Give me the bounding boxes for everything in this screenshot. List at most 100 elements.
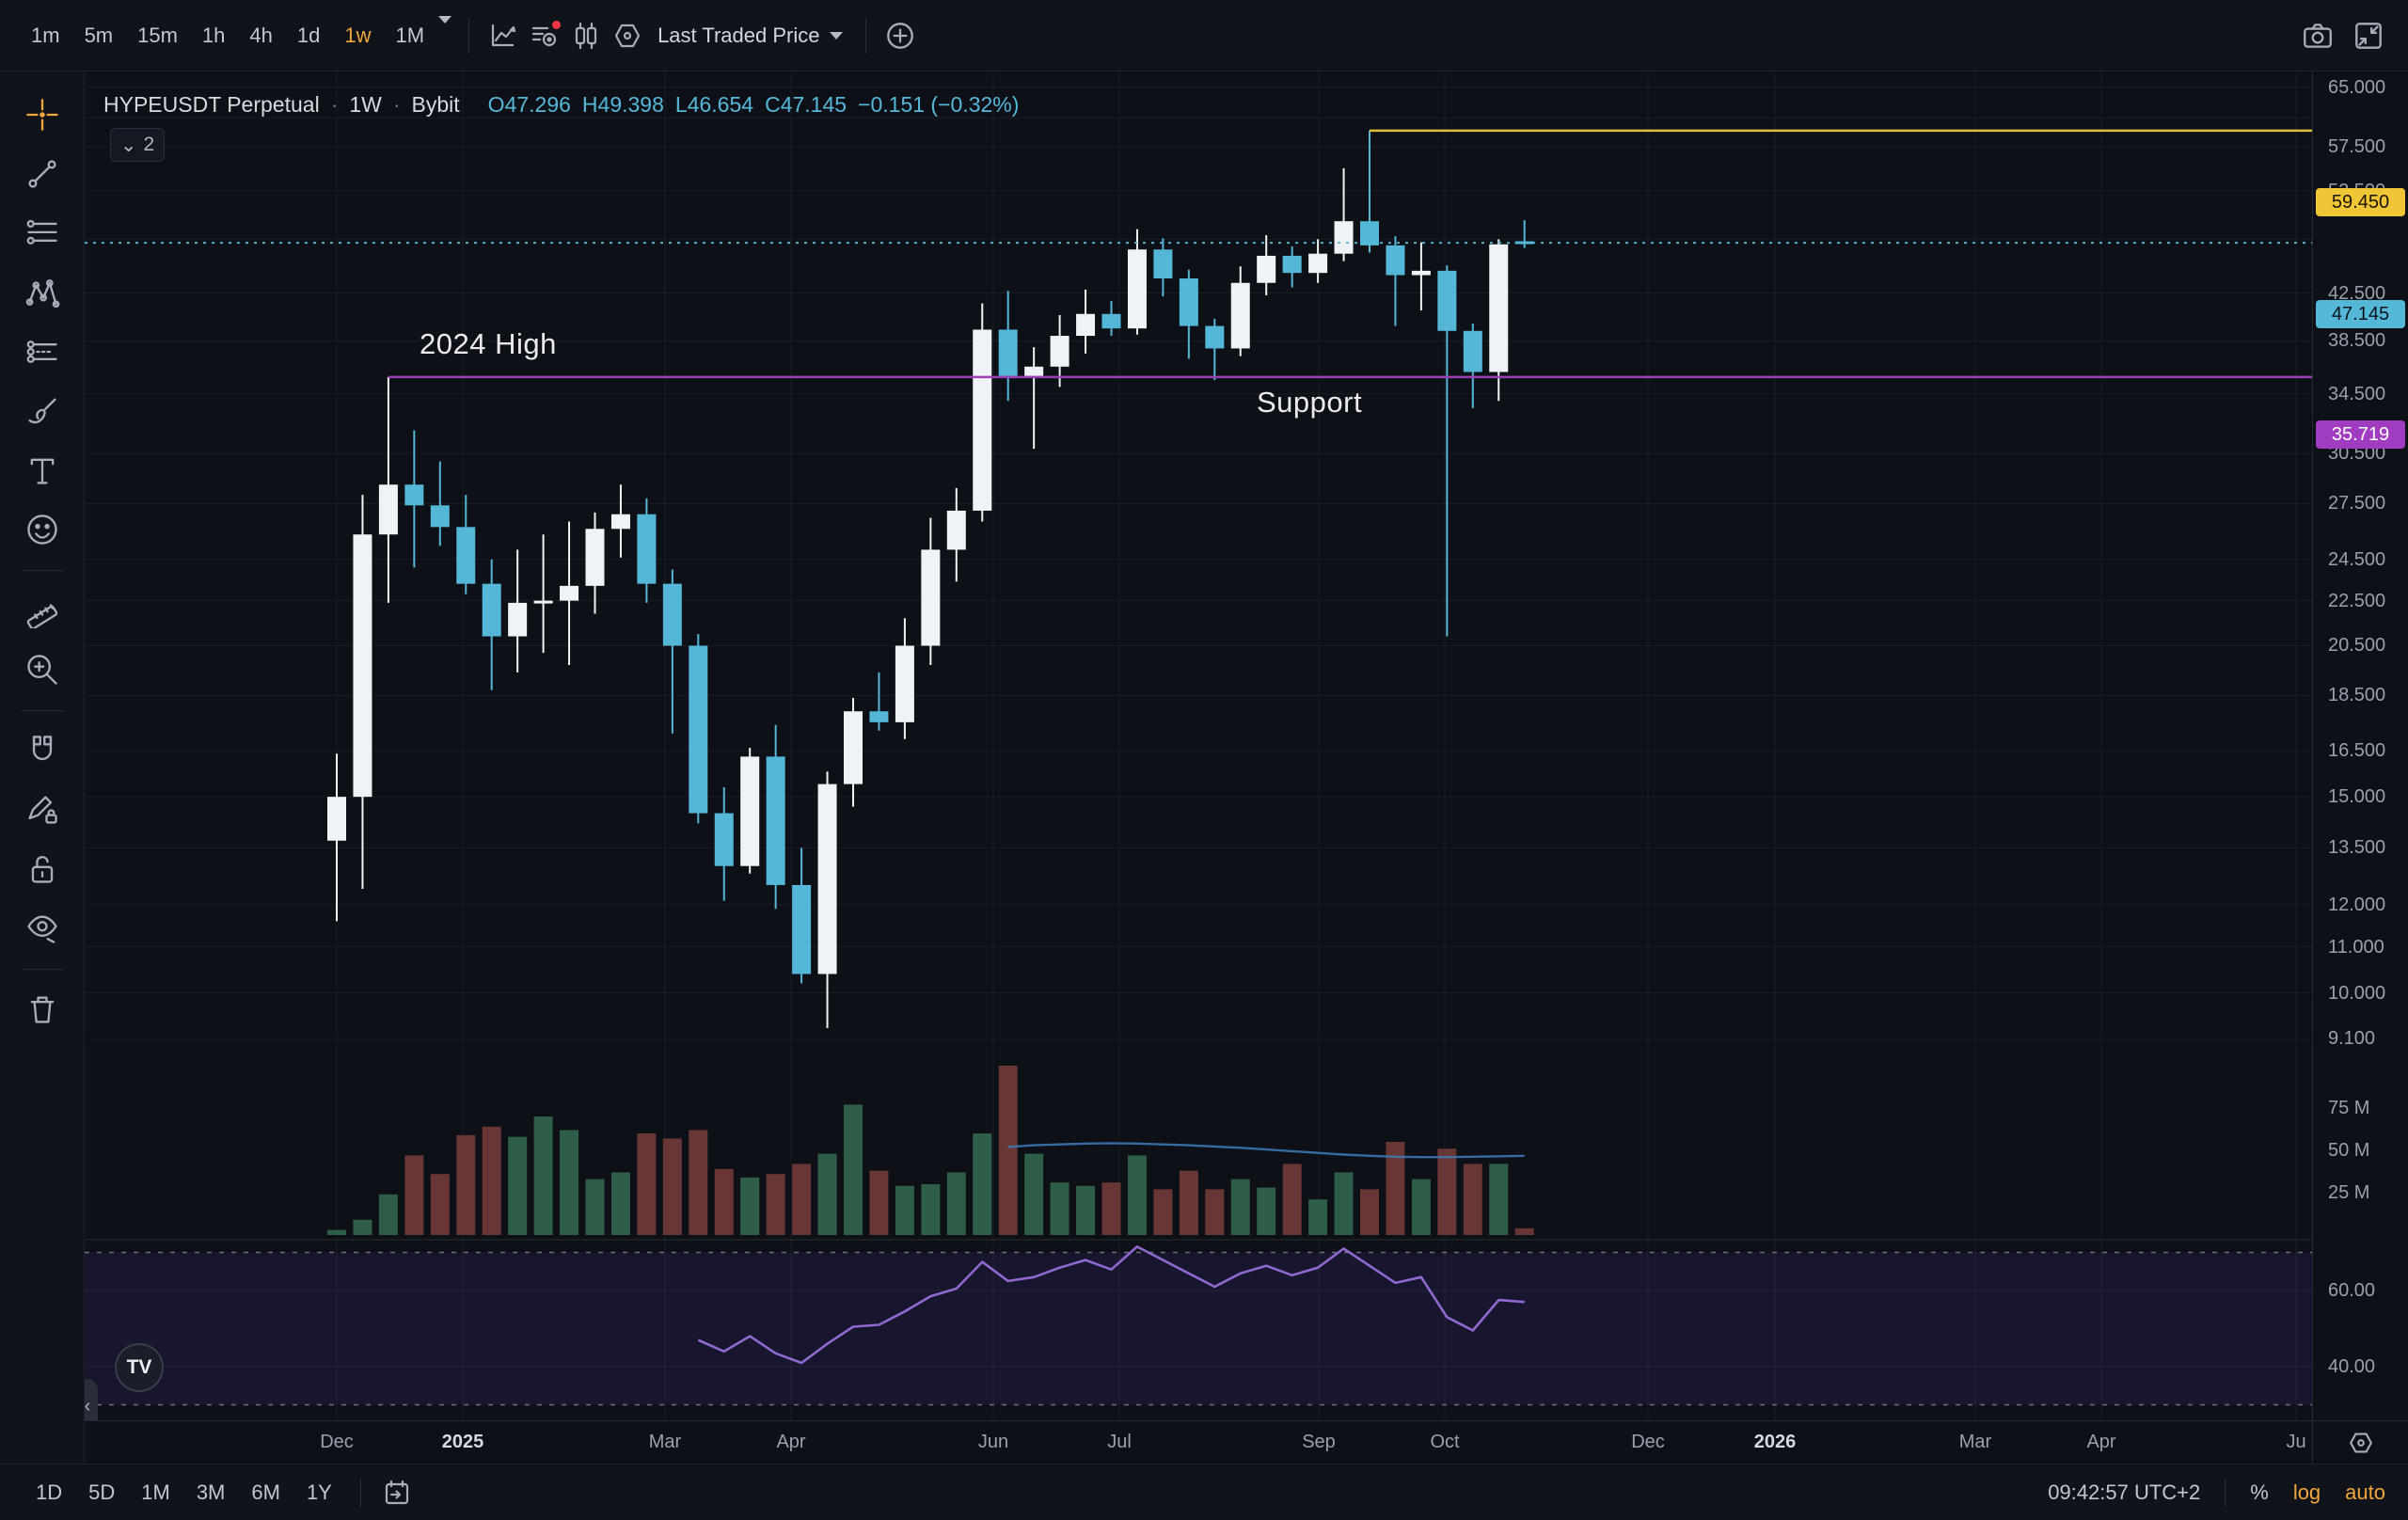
range-button-1M[interactable]: 1M xyxy=(141,1480,170,1504)
volume-bar xyxy=(637,1133,657,1235)
range-button-6M[interactable]: 6M xyxy=(251,1480,280,1504)
volume-bar xyxy=(714,1168,734,1235)
candle-body xyxy=(404,484,424,506)
volume-bar xyxy=(456,1134,476,1235)
bottom-toolbar: 1D 5D 1M 3M 6M 1Y 09:42:57 UTC+2 % log auto xyxy=(0,1464,2408,1520)
price-axis-label: 38.500 xyxy=(2328,330,2386,352)
time-axis-label: Mar xyxy=(1958,1432,1992,1452)
timeframe-button-1w[interactable]: 1w xyxy=(344,23,372,47)
toolbar-divider xyxy=(359,1478,361,1507)
candle-body xyxy=(921,549,941,646)
timeframe-button-4h[interactable]: 4h xyxy=(249,23,273,47)
time-axis-label: Apr xyxy=(2086,1432,2116,1452)
timeframe-button-1h[interactable]: 1h xyxy=(201,23,226,47)
candle-body xyxy=(1179,278,1198,326)
candle-body xyxy=(689,645,708,814)
close-label: C xyxy=(765,92,781,117)
volume-bar xyxy=(560,1130,579,1235)
percent-scale-button[interactable]: % xyxy=(2250,1480,2269,1504)
timeframe-button-1m[interactable]: 1m xyxy=(31,23,60,47)
price-axis-label: 24.500 xyxy=(2328,548,2386,570)
magnet-tool[interactable] xyxy=(16,724,69,777)
candle-body xyxy=(637,514,657,584)
time-axis[interactable]: Dec 2025 Mar Apr Jun Jul Sep Oct Dec 2026 Mar Apr Ju xyxy=(85,1420,2312,1464)
go-to-date-icon[interactable] xyxy=(376,1472,418,1513)
crosshair-tool[interactable] xyxy=(16,88,69,141)
candle-body xyxy=(662,583,682,646)
log-scale-button[interactable]: log xyxy=(2292,1480,2321,1504)
range-button-1D[interactable]: 1D xyxy=(36,1480,63,1504)
volume-bar xyxy=(533,1116,553,1235)
price-axis-label: 11.000 xyxy=(2328,936,2384,958)
change-value: −0.151 (−0.32%) xyxy=(858,92,1020,117)
trend-line-tool[interactable] xyxy=(16,148,69,200)
range-button-5D[interactable]: 5D xyxy=(88,1480,116,1504)
indicator-icon[interactable] xyxy=(483,15,524,56)
remove-all-tool[interactable] xyxy=(16,983,69,1036)
price-axis[interactable]: 65.00057.50052.50042.50038.50034.50030.5… xyxy=(2312,71,2408,1420)
price-axis-label: 10.000 xyxy=(2328,982,2386,1004)
compare-plus-icon[interactable] xyxy=(879,15,921,56)
candle-body xyxy=(560,585,579,601)
range-button-3M[interactable]: 3M xyxy=(196,1480,226,1504)
minimize-icon[interactable] xyxy=(2348,15,2389,56)
projection-tool[interactable] xyxy=(16,325,69,378)
emoji-tool[interactable] xyxy=(16,503,69,556)
timeframe-button-1M[interactable]: 1M xyxy=(395,23,425,47)
volume-bar xyxy=(404,1155,424,1235)
brush-tool[interactable] xyxy=(16,385,69,437)
axis-settings-corner[interactable] xyxy=(2312,1420,2408,1464)
timeframe-button-5m[interactable]: 5m xyxy=(84,23,114,47)
camera-icon[interactable] xyxy=(2297,15,2338,56)
candle-body xyxy=(1024,366,1044,376)
time-axis-label: Mar xyxy=(648,1432,682,1452)
chart-canvas[interactable] xyxy=(85,71,2312,1420)
candle-body xyxy=(740,756,760,866)
zoom-in-tool[interactable] xyxy=(16,643,69,696)
timeframe-button-15m[interactable]: 15m xyxy=(137,23,178,47)
annotation-support[interactable]: Support xyxy=(1257,386,1363,419)
left-toolbar xyxy=(0,71,85,1464)
support-price-badge: 35.719 xyxy=(2316,420,2405,449)
xabcd-pattern-tool[interactable] xyxy=(16,266,69,319)
volume-bar xyxy=(1514,1227,1534,1235)
lock-all-tool[interactable] xyxy=(16,843,69,895)
indicator-collapse-button[interactable]: ⌄ 2 xyxy=(110,128,165,162)
object-tree-eye-icon[interactable] xyxy=(524,15,565,56)
draw-lock-tool[interactable] xyxy=(16,784,69,836)
chevron-down-icon: ⌄ xyxy=(119,134,137,156)
ruler-tool[interactable] xyxy=(16,584,69,637)
low-label: L xyxy=(674,92,688,117)
candle-body xyxy=(1334,221,1354,254)
candle-body xyxy=(585,529,605,586)
hide-all-tool[interactable] xyxy=(16,902,69,955)
price-axis-label: 13.500 xyxy=(2328,837,2386,859)
tradingview-logo[interactable]: TV xyxy=(115,1343,164,1392)
candle-body xyxy=(1411,270,1431,276)
open-value: 47.296 xyxy=(504,92,571,117)
candle-style-icon[interactable] xyxy=(565,15,607,56)
time-axis-label: Dec xyxy=(1631,1432,1665,1452)
toolbar-divider xyxy=(21,570,63,571)
price-axis-label: 12.000 xyxy=(2328,894,2386,915)
clock[interactable]: 09:42:57 UTC+2 xyxy=(2048,1480,2201,1504)
chart-legend[interactable]: HYPEUSDT Perpetual · 1W · Bybit O47.296 … xyxy=(103,92,1019,118)
settings-icon[interactable] xyxy=(607,15,648,56)
price-axis-label: 18.500 xyxy=(2328,685,2386,706)
volume-bar xyxy=(1076,1185,1096,1235)
volume-bar xyxy=(1437,1148,1457,1235)
text-tool[interactable] xyxy=(16,444,69,497)
annotation-2024-high[interactable]: 2024 High xyxy=(420,327,557,360)
fib-retracement-tool[interactable] xyxy=(16,207,69,260)
timeframe-button-1d[interactable]: 1d xyxy=(296,23,321,47)
volume-bar xyxy=(921,1184,941,1235)
price-source-dropdown[interactable]: Last Traded Price xyxy=(648,16,851,55)
candle-body xyxy=(430,505,450,528)
candle-body xyxy=(1282,255,1302,274)
auto-scale-button[interactable]: auto xyxy=(2345,1480,2385,1504)
rsi-line xyxy=(697,1245,1525,1365)
price-axis-label: 65.000 xyxy=(2328,77,2386,98)
range-button-1Y[interactable]: 1Y xyxy=(306,1480,332,1504)
chevron-down-icon[interactable] xyxy=(438,15,452,24)
